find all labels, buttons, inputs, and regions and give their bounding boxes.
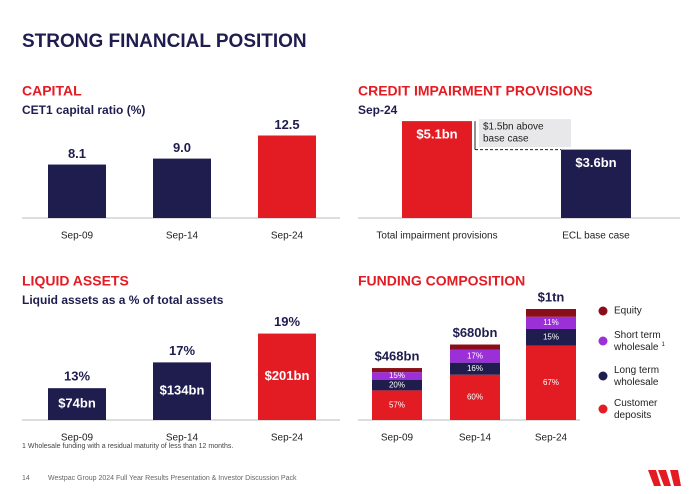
legend-line: Short term: [614, 330, 661, 341]
segment-label: 67%: [543, 378, 559, 387]
share-label: 17%: [169, 343, 195, 358]
legend-line: Long term: [614, 365, 659, 376]
x-tick-label: Sep-24: [271, 433, 304, 444]
bar-segment: [526, 328, 576, 346]
chart-title: CREDIT IMPAIRMENT PROVISIONS: [358, 83, 593, 99]
segment-label: 15%: [389, 371, 405, 380]
bar: [153, 158, 211, 218]
bar-segment: [372, 372, 422, 381]
x-tick-label: Sep-14: [459, 433, 492, 444]
chart-subtitle: CET1 capital ratio (%): [22, 103, 145, 117]
value-label: 8.1: [68, 146, 86, 161]
page-number: 14: [22, 475, 30, 482]
bar-segment: [372, 368, 422, 373]
x-tick-label: Sep-09: [61, 231, 94, 242]
legend-line: Customer: [614, 398, 658, 409]
bar-segment: [450, 362, 500, 375]
value-label: $3.6bn: [575, 155, 616, 170]
legend-marker: [598, 404, 608, 414]
legend-marker: [598, 306, 608, 316]
slide-title: STRONG FINANCIAL POSITION: [22, 31, 307, 52]
chart-subtitle: Sep-24: [358, 103, 398, 117]
legend-note: 1: [661, 342, 665, 348]
segment-label: 16%: [467, 364, 483, 373]
chart-title: CAPITAL: [22, 83, 82, 99]
bar-segment: [450, 344, 500, 350]
legend-marker: [598, 336, 608, 346]
annotation: $1.5bn above: [483, 122, 544, 133]
legend-label: Short term wholesale 1: [613, 330, 665, 353]
value-label: $201bn: [265, 368, 310, 383]
value-label: 12.5: [274, 117, 299, 132]
bar: [48, 388, 106, 420]
logo: [648, 470, 681, 486]
bar-segment: [526, 345, 576, 420]
segment-label: 11%: [543, 318, 558, 327]
annotation-box: [479, 119, 571, 148]
bar: [402, 121, 472, 218]
chart-title: FUNDING COMPOSITION: [358, 273, 525, 289]
x-tick-label: Sep-09: [61, 433, 94, 444]
bar: [48, 164, 106, 218]
bar: [153, 362, 211, 420]
value-label: 9.0: [173, 140, 191, 155]
x-tick-label: Sep-24: [271, 231, 304, 242]
total-label: $468bn: [375, 348, 420, 363]
x-tick-label: Sep-14: [166, 433, 199, 444]
value-label: $5.1bn: [416, 127, 457, 142]
x-tick-label: Sep-09: [381, 433, 414, 444]
chart-title: LIQUID ASSETS: [22, 273, 129, 289]
bar-segment: [526, 309, 576, 317]
share-label: 19%: [274, 314, 300, 329]
legend-line: wholesale: [613, 377, 659, 388]
legend-label: Equity: [614, 306, 642, 317]
segment-label: 15%: [543, 332, 559, 341]
total-label: $680bn: [453, 325, 498, 340]
annotation: base case: [483, 134, 529, 145]
value-label: $134bn: [160, 383, 205, 398]
value-label: $74bn: [58, 396, 96, 411]
footnote: 1 Wholesale funding with a residual matu…: [22, 443, 233, 450]
chart-subtitle: Liquid assets as a % of total assets: [22, 293, 224, 307]
bar: [561, 149, 631, 218]
share-label: 13%: [64, 369, 90, 384]
bar-segment: [450, 349, 500, 363]
bar-segment: [526, 316, 576, 329]
x-tick-label: ECL base case: [562, 231, 630, 242]
segment-label: 60%: [467, 392, 483, 401]
legend-line: deposits: [614, 410, 651, 421]
x-tick-label: Sep-24: [535, 433, 568, 444]
x-tick-label: Total impairment provisions: [376, 231, 497, 242]
legend-label: Customer deposits: [614, 398, 658, 421]
bar: [258, 135, 316, 218]
legend-label: Long term wholesale: [613, 365, 659, 388]
bar-segment: [372, 380, 422, 391]
bar: [258, 333, 316, 420]
segment-label: 57%: [389, 400, 405, 409]
x-tick-label: Sep-14: [166, 231, 199, 242]
bar-segment: [372, 390, 422, 420]
total-label: $1tn: [538, 289, 565, 304]
footer: Westpac Group 2024 Full Year Results Pre…: [48, 475, 297, 482]
legend-line: wholesale: [613, 342, 659, 353]
legend-marker: [598, 371, 608, 381]
segment-label: 17%: [467, 351, 483, 360]
segment-label: 20%: [389, 380, 405, 389]
bar-segment: [450, 374, 500, 420]
